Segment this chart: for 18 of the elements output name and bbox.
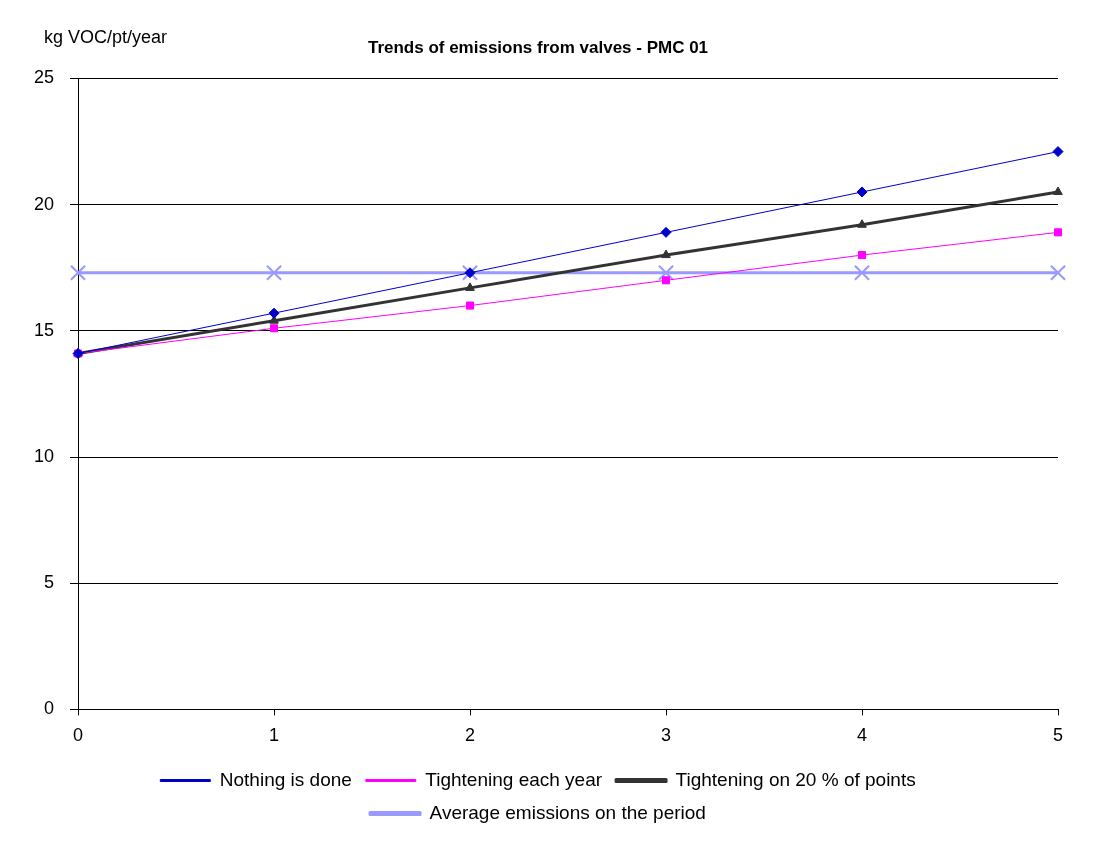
x-tick-label: 1 — [269, 725, 280, 746]
y-tick-label: 15 — [33, 319, 55, 340]
x-tick-label: 3 — [661, 725, 672, 746]
legend-label: Average emissions on the period — [429, 801, 706, 823]
legend-label: Tightening each year — [425, 768, 603, 790]
legend-label: Tightening on 20 % of points — [675, 768, 916, 790]
y-axis-title: kg VOC/pt/year — [44, 26, 168, 47]
y-tick-label: 0 — [44, 698, 55, 719]
x-tick-label: 0 — [73, 725, 84, 746]
y-tick-label: 5 — [44, 572, 55, 593]
x-tick-label: 5 — [1052, 725, 1064, 746]
x-tick-label: 2 — [465, 725, 476, 746]
x-tick-label: 4 — [857, 725, 868, 746]
y-tick-label: 10 — [33, 445, 55, 466]
chart-title: Trends of emissions from valves - PMC 01 — [367, 37, 709, 57]
legend-label: Nothing is done — [219, 768, 352, 790]
y-tick-label: 25 — [33, 67, 55, 88]
y-tick-label: 20 — [33, 193, 55, 214]
